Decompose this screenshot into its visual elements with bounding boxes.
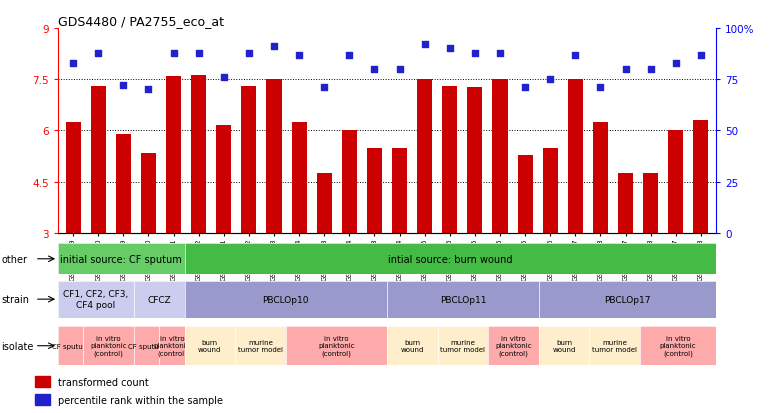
Bar: [568, 80, 583, 233]
Text: in vitro
planktonic
(control): in vitro planktonic (control): [659, 336, 697, 356]
Bar: [618, 174, 633, 233]
Point: [92, 50, 104, 57]
Bar: [467, 88, 482, 233]
Point: [343, 52, 355, 59]
Text: murine
tumor model: murine tumor model: [592, 339, 637, 352]
Point: [217, 75, 230, 81]
Text: CF1, CF2, CF3,
CF4 pool: CF1, CF2, CF3, CF4 pool: [63, 290, 128, 309]
Point: [594, 85, 607, 92]
Bar: [367, 148, 382, 233]
Point: [193, 50, 205, 57]
Bar: [116, 135, 131, 233]
Bar: [191, 76, 206, 233]
Point: [469, 50, 481, 57]
Point: [695, 52, 707, 59]
Bar: [241, 87, 256, 233]
Bar: [417, 80, 432, 233]
Text: CF sputum: CF sputum: [128, 343, 166, 349]
Bar: [518, 156, 533, 233]
Point: [670, 60, 682, 67]
Text: other: other: [2, 254, 27, 264]
Text: CF sputum: CF sputum: [52, 343, 90, 349]
Text: murine
tumor model: murine tumor model: [238, 339, 283, 352]
Text: in vitro
planktonic
(control): in vitro planktonic (control): [495, 336, 532, 356]
Bar: [166, 77, 181, 233]
Bar: [543, 148, 558, 233]
Bar: [668, 131, 683, 233]
Text: intial source: burn wound: intial source: burn wound: [388, 254, 512, 264]
Text: GDS4480 / PA2755_eco_at: GDS4480 / PA2755_eco_at: [58, 15, 224, 28]
Bar: [35, 394, 50, 405]
Text: PBCLOp17: PBCLOp17: [604, 295, 651, 304]
Point: [293, 52, 305, 59]
Text: percentile rank within the sample: percentile rank within the sample: [58, 395, 223, 405]
Text: PBCLOp11: PBCLOp11: [440, 295, 486, 304]
Point: [519, 85, 531, 92]
Bar: [141, 153, 156, 233]
Text: in vitro
planktonic
(control): in vitro planktonic (control): [318, 336, 354, 356]
Point: [544, 77, 557, 83]
Bar: [317, 174, 332, 233]
Text: in vitro
planktonic
(control): in vitro planktonic (control): [91, 336, 127, 356]
Point: [494, 50, 506, 57]
Text: burn
wound: burn wound: [401, 339, 424, 352]
Point: [318, 85, 330, 92]
Bar: [442, 87, 457, 233]
Text: burn
wound: burn wound: [198, 339, 221, 352]
Point: [67, 60, 79, 67]
Bar: [266, 80, 282, 233]
Point: [419, 42, 431, 49]
Bar: [593, 123, 608, 233]
Text: PBCLOp10: PBCLOp10: [262, 295, 309, 304]
Point: [368, 66, 381, 73]
Bar: [292, 123, 307, 233]
Text: CFCZ: CFCZ: [147, 295, 171, 304]
Point: [645, 66, 657, 73]
Text: initial source: CF sputum: initial source: CF sputum: [60, 254, 182, 264]
Point: [569, 52, 581, 59]
Bar: [392, 148, 407, 233]
Bar: [66, 123, 80, 233]
Point: [243, 50, 255, 57]
Bar: [342, 131, 357, 233]
Point: [393, 66, 406, 73]
Text: in vitro
planktonic
(control): in vitro planktonic (control): [153, 336, 190, 356]
Text: murine
tumor model: murine tumor model: [440, 339, 485, 352]
Bar: [35, 376, 50, 387]
Bar: [216, 126, 231, 233]
Bar: [643, 174, 658, 233]
Point: [117, 83, 129, 90]
Bar: [91, 87, 106, 233]
Point: [167, 50, 180, 57]
Point: [444, 46, 456, 52]
Point: [268, 44, 280, 51]
Point: [142, 87, 155, 94]
Text: isolate: isolate: [2, 341, 33, 351]
Text: strain: strain: [2, 294, 29, 304]
Point: [619, 66, 632, 73]
Text: burn
wound: burn wound: [553, 339, 576, 352]
Bar: [694, 121, 708, 233]
Bar: [492, 80, 508, 233]
Text: transformed count: transformed count: [58, 377, 149, 387]
